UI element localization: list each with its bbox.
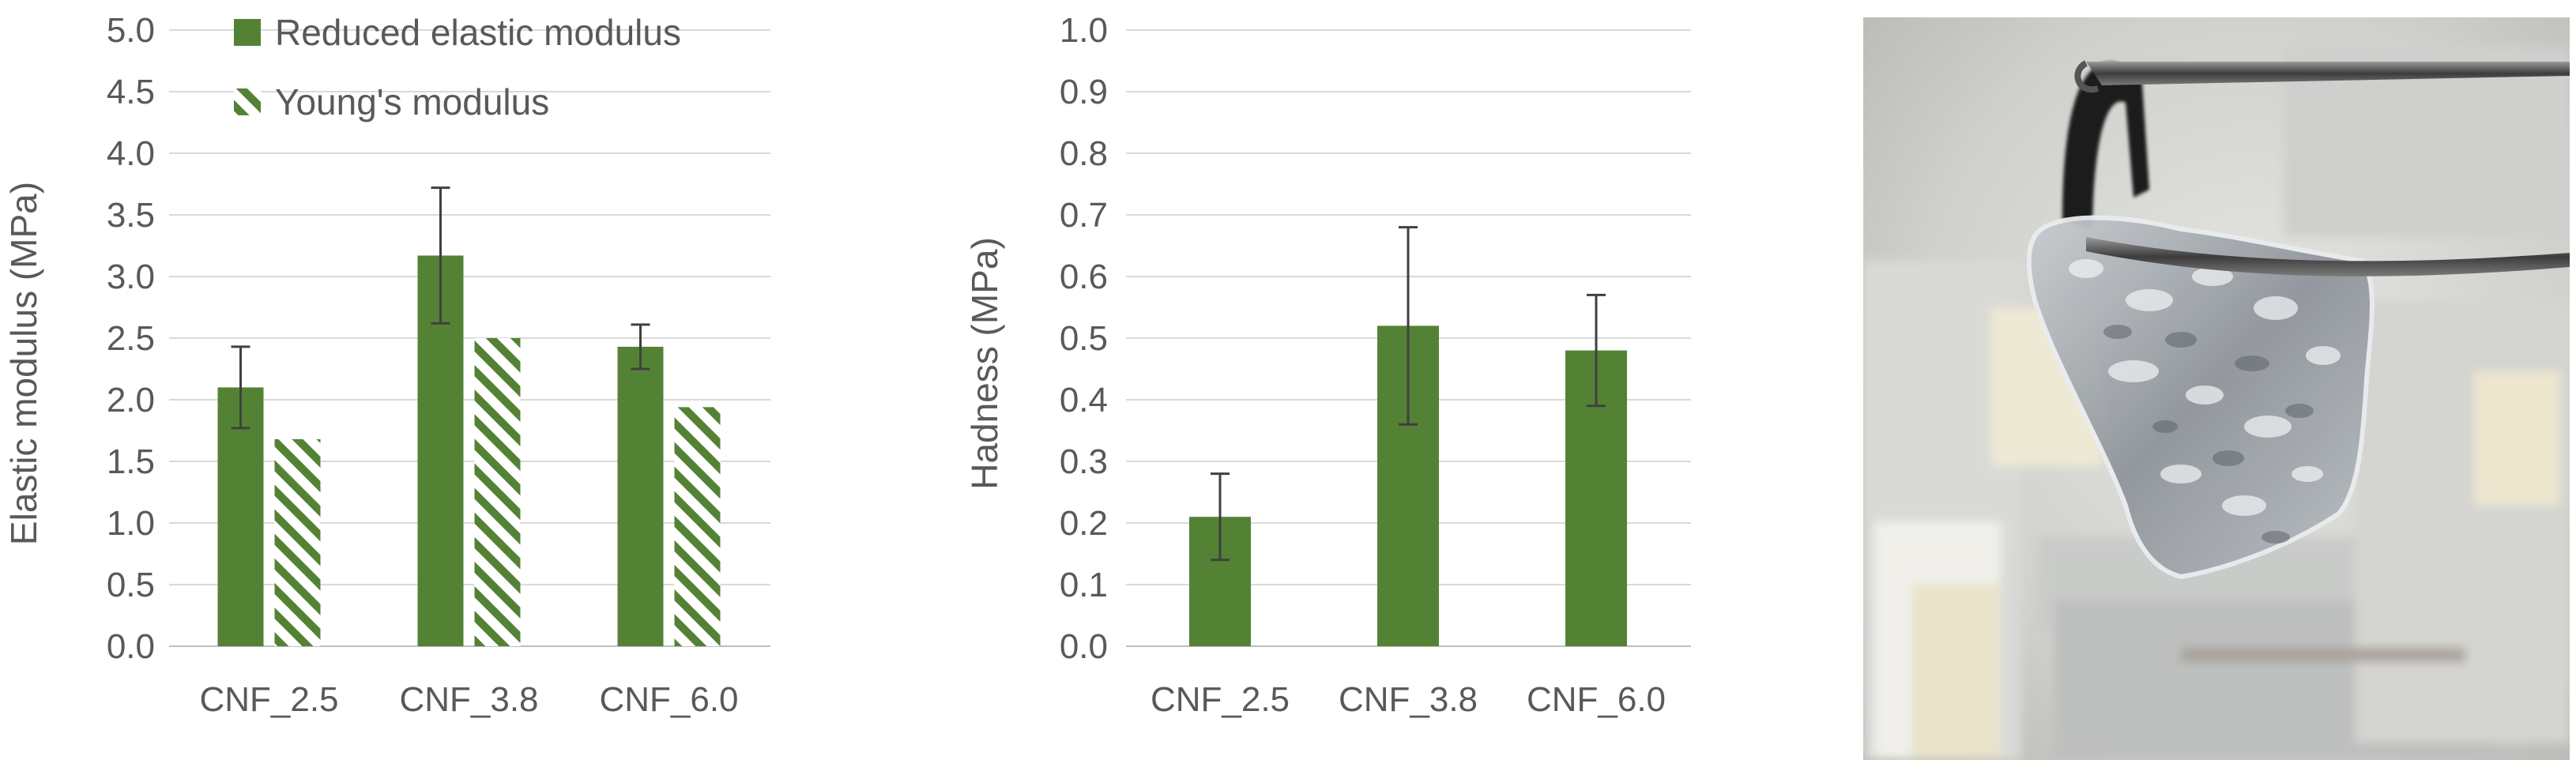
x-tick-labels: CNF_2.5 CNF_3.8 CNF_6.0 [199,680,738,719]
y-tick-labels: 0.0 0.5 1.0 1.5 2.0 2.5 3.0 3.5 4.0 4.5 5.0 [107,11,155,666]
y-tick-label: 0.5 [107,566,155,604]
y-tick-label: 0.1 [1060,566,1108,604]
error-bar-cnf-3-8 [1399,226,1418,426]
hardness-chart: 0.0 0.1 0.2 0.3 0.4 0.5 0.6 0.7 0.8 0.9 1.0 CNF_2.… [964,11,1691,719]
y-tick-label: 1.0 [107,504,155,543]
error-bar-cnf-2-5 [1211,472,1230,562]
elastic-modulus-chart: 0.0 0.5 1.0 1.5 2.0 2.5 3.0 3.5 4.0 4.5 5.0 CNF_2.… [3,11,770,719]
y-tick-label: 0.4 [1060,381,1108,419]
error-bar-cnf-6-0 [1587,293,1606,408]
error-bar-cnf-6-0 [631,323,650,371]
bar-young-s-modulus-cnf-6-0 [674,407,721,646]
legend: Reduced elastic modulus Young's modulus [234,12,681,122]
y-tick-label: 3.5 [107,196,155,235]
x-tick-label: CNF_2.5 [1151,680,1290,719]
error-bar-cnf-3-8 [431,186,450,325]
x-tick-label: CNF_3.8 [399,680,538,719]
bars [217,255,721,646]
y-tick-label: 0.9 [1060,73,1108,111]
bar-reduced-elastic-modulus-cnf-6-0 [617,346,664,646]
y-tick-label: 3.0 [107,258,155,296]
y-tick-label: 2.0 [107,381,155,419]
y-tick-label: 0.5 [1060,319,1108,358]
y-tick-label: 0.0 [107,627,155,666]
y-tick-label: 2.5 [107,319,155,358]
y-tick-label: 4.5 [107,73,155,111]
error-bars [1211,226,1606,562]
y-tick-label: 0.3 [1060,442,1108,481]
bar-young-s-modulus-cnf-3-8 [474,338,521,646]
y-tick-label: 5.0 [107,11,155,50]
legend-label-reduced-elastic-modulus: Reduced elastic modulus [275,12,681,53]
legend-label-youngs-modulus: Young's modulus [275,81,549,122]
y-tick-label: 1.0 [1060,11,1108,50]
bar-young-s-modulus-cnf-2-5 [274,438,321,646]
bar-reduced-elastic-modulus-cnf-2-5 [217,387,264,646]
y-axis-title: Hadness (MPa) [964,237,1005,490]
hydrogel-photo [1863,17,2570,760]
x-tick-label: CNF_3.8 [1339,680,1478,719]
gridlines [169,29,770,647]
error-bars [231,186,650,430]
y-tick-label: 4.0 [107,134,155,173]
legend-swatch-youngs-modulus [234,88,261,115]
legend-swatch-reduced-elastic-modulus [234,19,261,46]
y-tick-label: 0.0 [1060,627,1108,666]
y-tick-label: 1.5 [107,442,155,481]
error-bar-cnf-2-5 [231,345,250,430]
x-tick-label: CNF_6.0 [1527,680,1666,719]
y-tick-label: 0.7 [1060,196,1108,235]
y-tick-labels: 0.0 0.1 0.2 0.3 0.4 0.5 0.6 0.7 0.8 0.9 1.0 [1060,11,1108,666]
x-tick-labels: CNF_2.5 CNF_3.8 CNF_6.0 [1151,680,1666,719]
x-tick-label: CNF_6.0 [599,680,738,719]
y-axis-title: Elastic modulus (MPa) [3,182,44,545]
y-tick-label: 0.8 [1060,134,1108,173]
x-tick-label: CNF_2.5 [199,680,338,719]
y-tick-label: 0.2 [1060,504,1108,543]
y-tick-label: 0.6 [1060,258,1108,296]
